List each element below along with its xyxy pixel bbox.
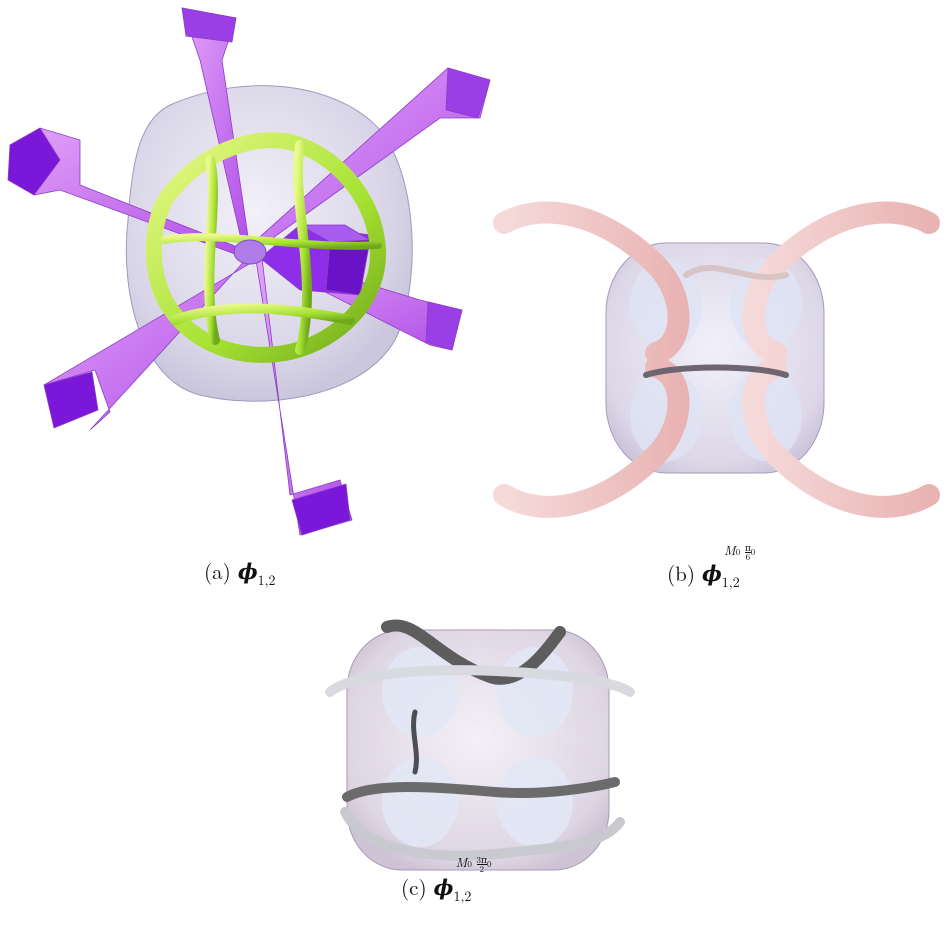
panel-b-render <box>493 201 940 518</box>
panel-c-render <box>325 619 635 871</box>
caption-b-sup-tail: 0 <box>750 545 756 558</box>
panel-a-render <box>7 7 491 536</box>
center-node <box>233 239 267 265</box>
caption-b: (b) ϕ1,2 M0 π 6 0 <box>667 543 755 589</box>
caption-c-superscript: M0 3π 2 0 <box>456 855 492 873</box>
caption-b-frac-den: 6 <box>745 549 751 563</box>
caption-c-frac-den: 2 <box>479 861 484 875</box>
panel-c-figure <box>315 612 640 874</box>
caption-a-subscript: 1,2 <box>257 570 276 590</box>
caption-c: (c) ϕ1,2 M0 3π 2 0 <box>401 855 491 903</box>
caption-b-sup-sub: 0 <box>735 545 741 558</box>
caption-c-subscript: 1,2 <box>453 886 472 906</box>
caption-c-symbol: ϕ <box>433 872 454 902</box>
caption-a: (a) ϕ1,2 <box>204 561 276 588</box>
caption-c-frac-num: 3π <box>476 852 487 866</box>
panel-b-figure <box>486 195 947 530</box>
caption-c-label: (c) <box>401 872 427 902</box>
caption-b-sup-main: M <box>724 540 736 559</box>
tubes <box>325 619 635 861</box>
green-ring <box>145 132 387 363</box>
caption-c-sup-sub: 0 <box>467 857 472 870</box>
caption-c-sup-tail: 0 <box>486 857 492 870</box>
caption-a-symbol: ϕ <box>237 556 258 586</box>
caption-b-subscript: 1,2 <box>721 572 740 592</box>
caption-b-label: (b) <box>667 558 696 588</box>
caption-b-frac-num: π <box>744 540 751 554</box>
caption-b-symbol: ϕ <box>702 558 722 588</box>
caption-b-superscript: M0 π 6 0 <box>724 543 755 561</box>
caption-c-sup-main: M <box>455 852 468 871</box>
panel-a-figure <box>0 0 500 540</box>
ribbons <box>493 201 940 518</box>
caption-a-label: (a) <box>204 556 231 586</box>
